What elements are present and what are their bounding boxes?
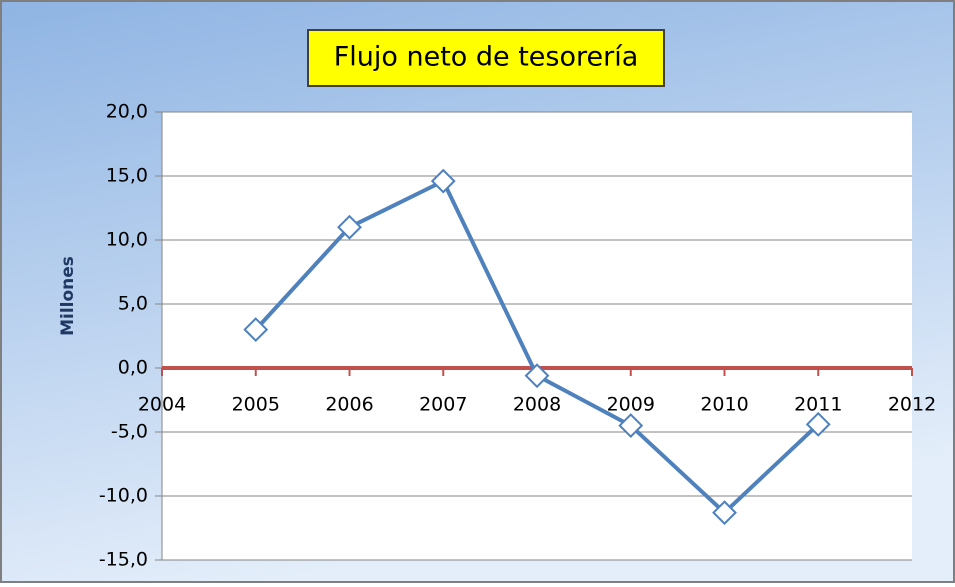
x-tick-label: 2004 [138,394,186,416]
y-tick-label: 20,0 [106,101,148,123]
x-tick-label: 2006 [325,394,373,416]
y-tick-label: 5,0 [118,293,148,315]
data-point [805,411,831,437]
x-tick-label: 2011 [794,394,842,416]
data-point [243,317,269,343]
data-point [430,168,456,194]
y-axis-label: Millones [58,256,78,336]
y-tick-label: 10,0 [106,229,148,251]
y-tick-label: 15,0 [106,165,148,187]
title-box [307,29,665,87]
y-tick-label: -5,0 [111,421,148,443]
y-tick-label: -10,0 [99,485,148,507]
x-tick-label: 2010 [700,394,748,416]
plot-area [162,112,912,560]
x-tick-label: 2007 [419,394,467,416]
x-tick-label: 2005 [232,394,280,416]
chart-title: Flujo neto de tesorería [334,42,639,73]
data-point [524,363,550,389]
data-point [712,500,737,526]
x-tick-label: 2008 [513,394,561,416]
data-point [337,214,362,240]
y-tick-label: -15,0 [99,549,148,571]
data-point [618,413,644,439]
y-tick-label: 0,0 [118,357,148,379]
x-tick-label: 2009 [607,394,655,416]
x-tick-label: 2012 [888,394,936,416]
